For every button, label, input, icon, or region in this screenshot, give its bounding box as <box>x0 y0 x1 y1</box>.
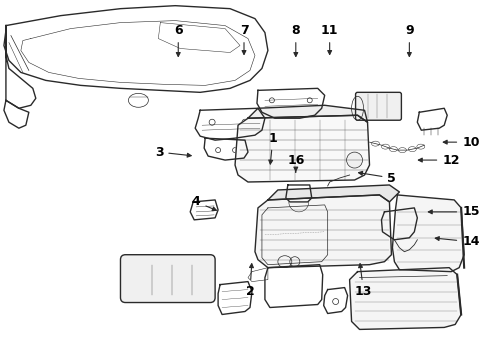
FancyBboxPatch shape <box>121 255 215 302</box>
Polygon shape <box>392 195 464 272</box>
Text: 15: 15 <box>428 205 480 219</box>
Text: 9: 9 <box>405 24 414 57</box>
Text: 7: 7 <box>240 24 248 54</box>
Text: 13: 13 <box>355 264 372 298</box>
Polygon shape <box>349 268 461 329</box>
Text: 11: 11 <box>321 24 339 54</box>
Circle shape <box>346 152 363 168</box>
Polygon shape <box>268 185 399 202</box>
Text: 2: 2 <box>245 264 254 298</box>
Text: 4: 4 <box>192 195 217 211</box>
Polygon shape <box>235 115 369 182</box>
Text: 6: 6 <box>174 24 183 57</box>
Text: 12: 12 <box>418 154 460 167</box>
Text: 10: 10 <box>443 136 480 149</box>
Text: 5: 5 <box>359 171 396 185</box>
Text: 8: 8 <box>292 24 300 57</box>
Polygon shape <box>255 195 392 268</box>
Polygon shape <box>248 105 368 122</box>
FancyBboxPatch shape <box>356 92 401 120</box>
Text: 16: 16 <box>287 154 304 172</box>
Text: 3: 3 <box>155 145 191 159</box>
Text: 1: 1 <box>269 132 277 164</box>
Text: 14: 14 <box>435 235 480 248</box>
